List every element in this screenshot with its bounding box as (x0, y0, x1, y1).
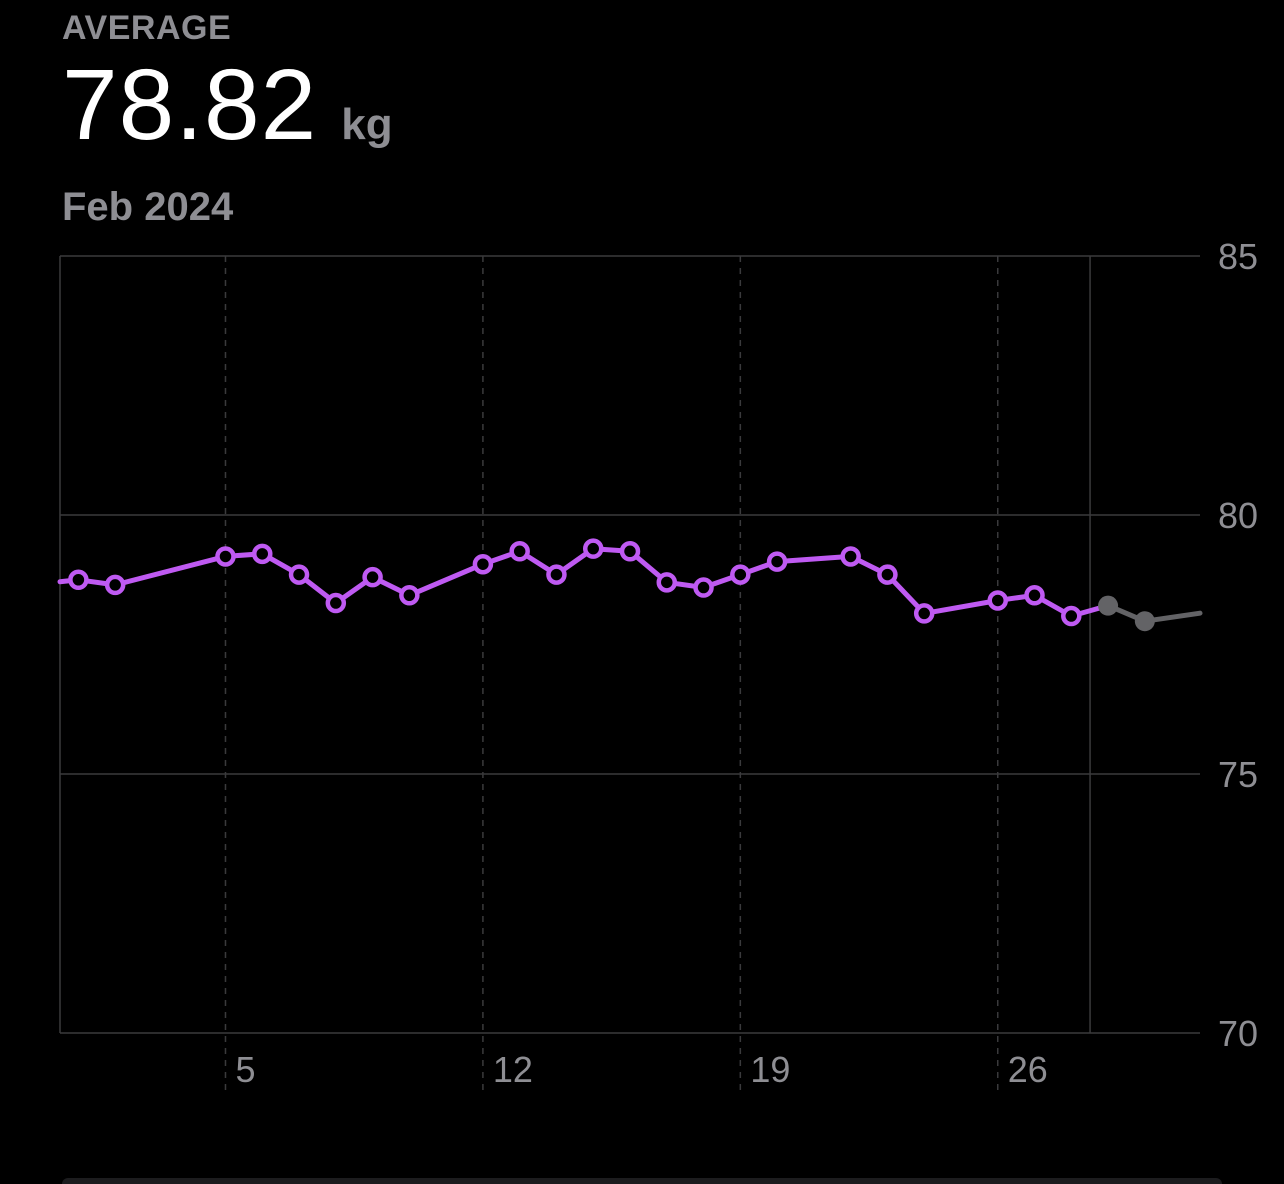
data-point[interactable] (913, 603, 935, 624)
average-value: 78.82 (62, 49, 318, 161)
data-point[interactable] (399, 585, 420, 606)
average-unit: kg (341, 100, 393, 149)
data-point[interactable] (730, 564, 751, 585)
data-point[interactable] (619, 541, 641, 562)
data-point[interactable] (656, 572, 678, 593)
data-point[interactable] (252, 543, 273, 565)
data-point[interactable] (840, 546, 861, 567)
data-point[interactable] (693, 577, 714, 598)
data-point[interactable] (325, 592, 347, 614)
y-tick-label: 85 (1218, 236, 1258, 277)
data-point[interactable] (509, 541, 530, 562)
data-point-pending[interactable] (1134, 611, 1155, 632)
summary-header: AVERAGE 78.82 kg Feb 2024 (62, 6, 393, 232)
average-value-row: 78.82 kg (62, 50, 393, 180)
data-point[interactable] (1061, 605, 1082, 627)
data-point[interactable] (877, 564, 898, 585)
data-point[interactable] (362, 566, 383, 588)
data-point[interactable] (104, 574, 126, 596)
bottom-card-edge (62, 1178, 1222, 1184)
data-point[interactable] (472, 553, 494, 575)
data-point-pending[interactable] (1098, 595, 1119, 616)
data-point[interactable] (68, 569, 89, 590)
x-tick-label: 19 (750, 1049, 790, 1090)
data-point[interactable] (987, 590, 1008, 611)
y-tick-label: 75 (1218, 754, 1258, 795)
data-point[interactable] (766, 551, 788, 572)
data-point[interactable] (582, 538, 604, 559)
average-label: AVERAGE (62, 9, 232, 47)
period-label: Feb 2024 (62, 185, 234, 229)
y-tick-label: 80 (1218, 495, 1258, 536)
x-tick-label: 12 (493, 1049, 533, 1090)
data-point[interactable] (1024, 585, 1045, 606)
data-point[interactable] (288, 564, 310, 585)
x-tick-label: 26 (1008, 1049, 1048, 1090)
y-tick-label: 70 (1218, 1013, 1258, 1054)
x-tick-label: 5 (235, 1049, 255, 1090)
data-point[interactable] (546, 564, 567, 585)
data-point[interactable] (215, 546, 236, 567)
